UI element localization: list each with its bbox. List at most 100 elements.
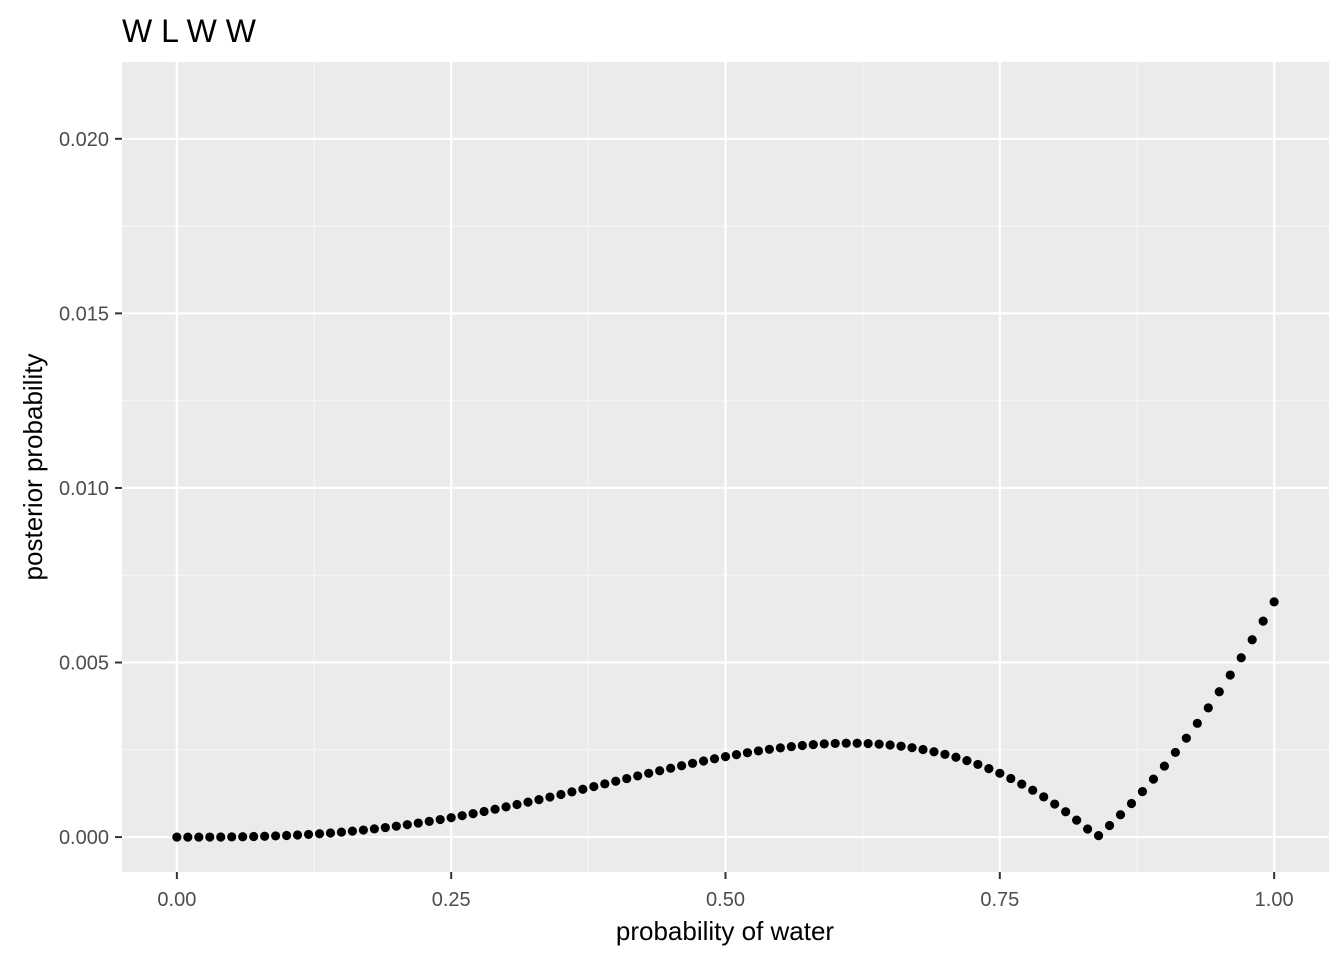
data-point [468, 809, 478, 819]
data-point [249, 831, 259, 842]
x-tick-labels: 0.00 0.25 0.50 0.75 1.00 [157, 889, 1293, 911]
data-point [271, 831, 281, 841]
data-point [885, 740, 895, 750]
data-point [731, 749, 742, 760]
data-points [172, 597, 1279, 842]
data-point [896, 741, 906, 751]
data-point [929, 747, 939, 757]
y-tick-label: 0.000 [59, 827, 109, 849]
data-point [1061, 807, 1071, 817]
data-point [687, 758, 698, 768]
data-point [1148, 774, 1159, 784]
data-point [1104, 820, 1115, 831]
x-axis-title: probability of water [616, 916, 835, 946]
data-point [644, 768, 654, 778]
x-tick-label: 0.50 [706, 889, 745, 911]
data-point [567, 787, 577, 797]
x-tick-label: 0.75 [980, 889, 1019, 911]
y-tick-label: 0.010 [59, 478, 109, 500]
y-tick-label: 0.015 [59, 303, 109, 325]
data-point [962, 756, 972, 766]
data-point [819, 739, 829, 749]
data-point [1170, 747, 1180, 758]
data-point [698, 756, 709, 766]
chart-title: W L W W [122, 13, 257, 49]
data-point [841, 738, 851, 748]
y-axis-title: posterior probability [18, 354, 48, 581]
data-point [369, 824, 379, 834]
data-point [720, 752, 731, 762]
data-point [874, 739, 884, 749]
data-point [446, 813, 456, 823]
data-point [589, 781, 599, 792]
data-point [490, 804, 500, 814]
data-point [501, 802, 511, 812]
data-point [325, 828, 336, 838]
data-point [183, 832, 193, 842]
data-point [1006, 773, 1016, 784]
data-point [402, 820, 412, 830]
data-point [1247, 635, 1257, 645]
data-point [1028, 785, 1038, 795]
data-point [358, 825, 368, 835]
data-point [951, 752, 961, 762]
major-gridlines [122, 62, 1329, 872]
data-point [1192, 718, 1202, 728]
data-point [918, 744, 928, 755]
data-point [633, 771, 643, 781]
data-point [336, 827, 347, 837]
data-point [545, 792, 555, 802]
data-point [940, 749, 950, 759]
data-point [292, 830, 303, 840]
data-point [479, 806, 489, 817]
data-point [424, 816, 434, 826]
data-point [1017, 779, 1027, 789]
data-point [742, 748, 753, 758]
data-point [1258, 616, 1268, 626]
data-point [1225, 670, 1235, 680]
data-point [655, 766, 665, 776]
data-point [1050, 799, 1060, 809]
data-point [1203, 703, 1213, 713]
data-point [1236, 653, 1246, 663]
y-tick-label: 0.005 [59, 653, 109, 675]
data-point [995, 768, 1005, 778]
data-point [666, 763, 676, 773]
data-point [1115, 810, 1126, 820]
data-point [1269, 597, 1279, 607]
data-point [786, 741, 796, 752]
data-point [380, 822, 390, 833]
data-point [1159, 761, 1170, 771]
data-point [413, 818, 423, 828]
data-point [830, 738, 840, 749]
data-point [600, 779, 610, 789]
data-point [907, 743, 917, 753]
data-point [347, 826, 358, 836]
data-point [1214, 687, 1224, 697]
data-point [1181, 733, 1191, 743]
data-point [984, 764, 994, 774]
data-point [1083, 824, 1093, 834]
data-point [512, 799, 522, 810]
x-tick-label: 0.25 [432, 889, 471, 911]
data-point [260, 831, 270, 841]
data-point [281, 830, 292, 841]
data-point [1137, 786, 1148, 797]
data-point [709, 754, 720, 764]
data-point [852, 738, 862, 748]
data-point [1039, 792, 1049, 802]
data-point [194, 832, 204, 842]
data-point [764, 744, 774, 754]
data-point [797, 740, 807, 751]
data-point [622, 773, 632, 784]
data-point [808, 739, 818, 750]
data-point [1126, 798, 1137, 809]
data-point [435, 814, 445, 825]
data-point [303, 829, 314, 840]
data-point [775, 743, 785, 753]
data-point [973, 759, 983, 770]
axis-ticks [115, 137, 1276, 879]
data-point [1093, 831, 1104, 841]
data-point [172, 832, 182, 842]
